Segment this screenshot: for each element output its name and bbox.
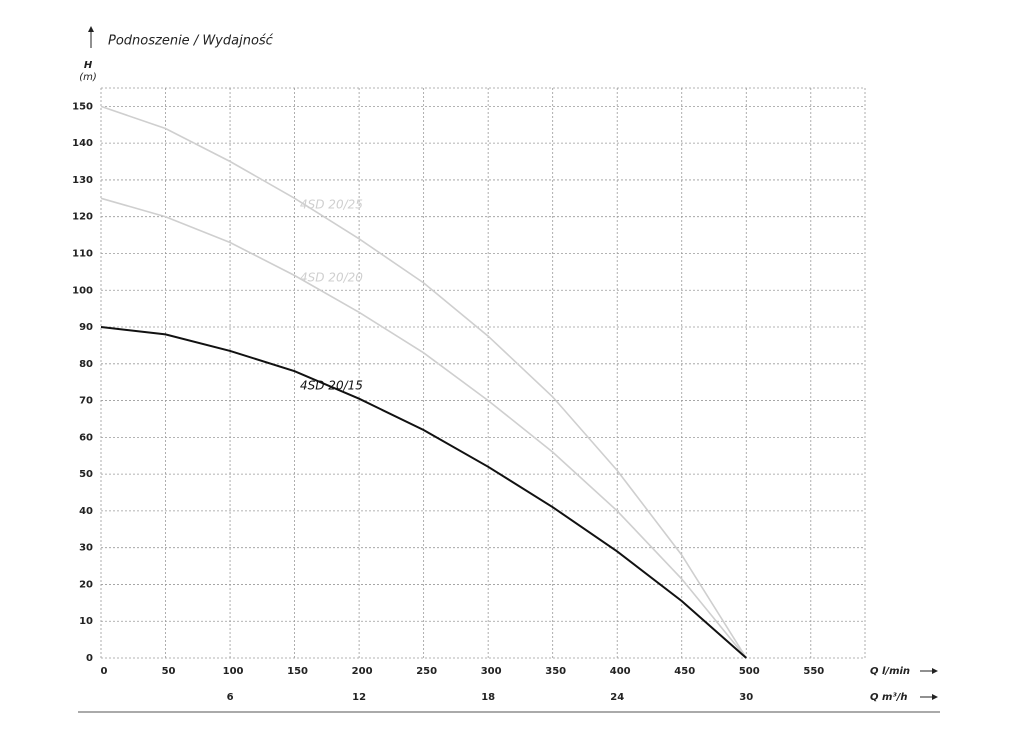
- y-tick-label: 20: [79, 579, 93, 590]
- x2-tick-label: 12: [352, 692, 366, 703]
- curve-label: 4SD 20/15: [300, 379, 363, 393]
- curve: [100, 326, 747, 659]
- curve-label: 4SD 20/25: [300, 198, 363, 212]
- y-tick-label: 140: [72, 138, 93, 149]
- y-tick-label: 40: [79, 506, 93, 517]
- x-tick-label: 450: [674, 666, 695, 677]
- arrow-head: [932, 668, 938, 674]
- x-tick-label: 100: [223, 666, 244, 677]
- x2-tick-label: 24: [610, 692, 624, 703]
- chart-title: Podnoszenie / Wydajność: [108, 34, 274, 49]
- y-tick-label: 50: [79, 469, 93, 480]
- y-tick-label: 150: [72, 101, 93, 112]
- x2-tick-label: 30: [739, 692, 753, 703]
- x-tick-label: 150: [287, 666, 308, 677]
- x-axis-label: Q l/min: [870, 666, 910, 677]
- y-tick-label: 130: [72, 175, 93, 186]
- x-tick-label: 0: [101, 666, 108, 677]
- arrow-head: [88, 26, 94, 32]
- x2-tick-label: 6: [227, 692, 234, 703]
- y-tick-label: 110: [72, 248, 93, 259]
- y-tick-label: 100: [72, 285, 93, 296]
- y-tick-label: 70: [79, 396, 93, 407]
- curve-label: 4SD 20/20: [300, 271, 363, 285]
- curve: [100, 105, 747, 659]
- y-tick-label: 10: [79, 616, 93, 627]
- y-tick-label: 0: [86, 653, 93, 664]
- x-tick-label: 350: [545, 666, 566, 677]
- curve: [100, 197, 747, 659]
- x-tick-label: 200: [352, 666, 373, 677]
- x-tick-label: 50: [162, 666, 176, 677]
- x2-axis-label: Q m³/h: [870, 692, 908, 703]
- x-tick-label: 250: [416, 666, 437, 677]
- y-axis-label: H: [84, 60, 93, 71]
- y-tick-label: 90: [79, 322, 93, 333]
- x-tick-label: 300: [481, 666, 502, 677]
- y-tick-label: 120: [72, 212, 93, 223]
- x-tick-label: 400: [610, 666, 631, 677]
- y-tick-label: 80: [79, 359, 93, 370]
- y-axis-unit: (m): [79, 72, 97, 83]
- x-tick-label: 550: [803, 666, 824, 677]
- x2-tick-label: 18: [481, 692, 495, 703]
- arrow-head: [932, 694, 938, 700]
- y-tick-label: 30: [79, 543, 93, 554]
- y-tick-label: 60: [79, 432, 93, 443]
- x-tick-label: 500: [739, 666, 760, 677]
